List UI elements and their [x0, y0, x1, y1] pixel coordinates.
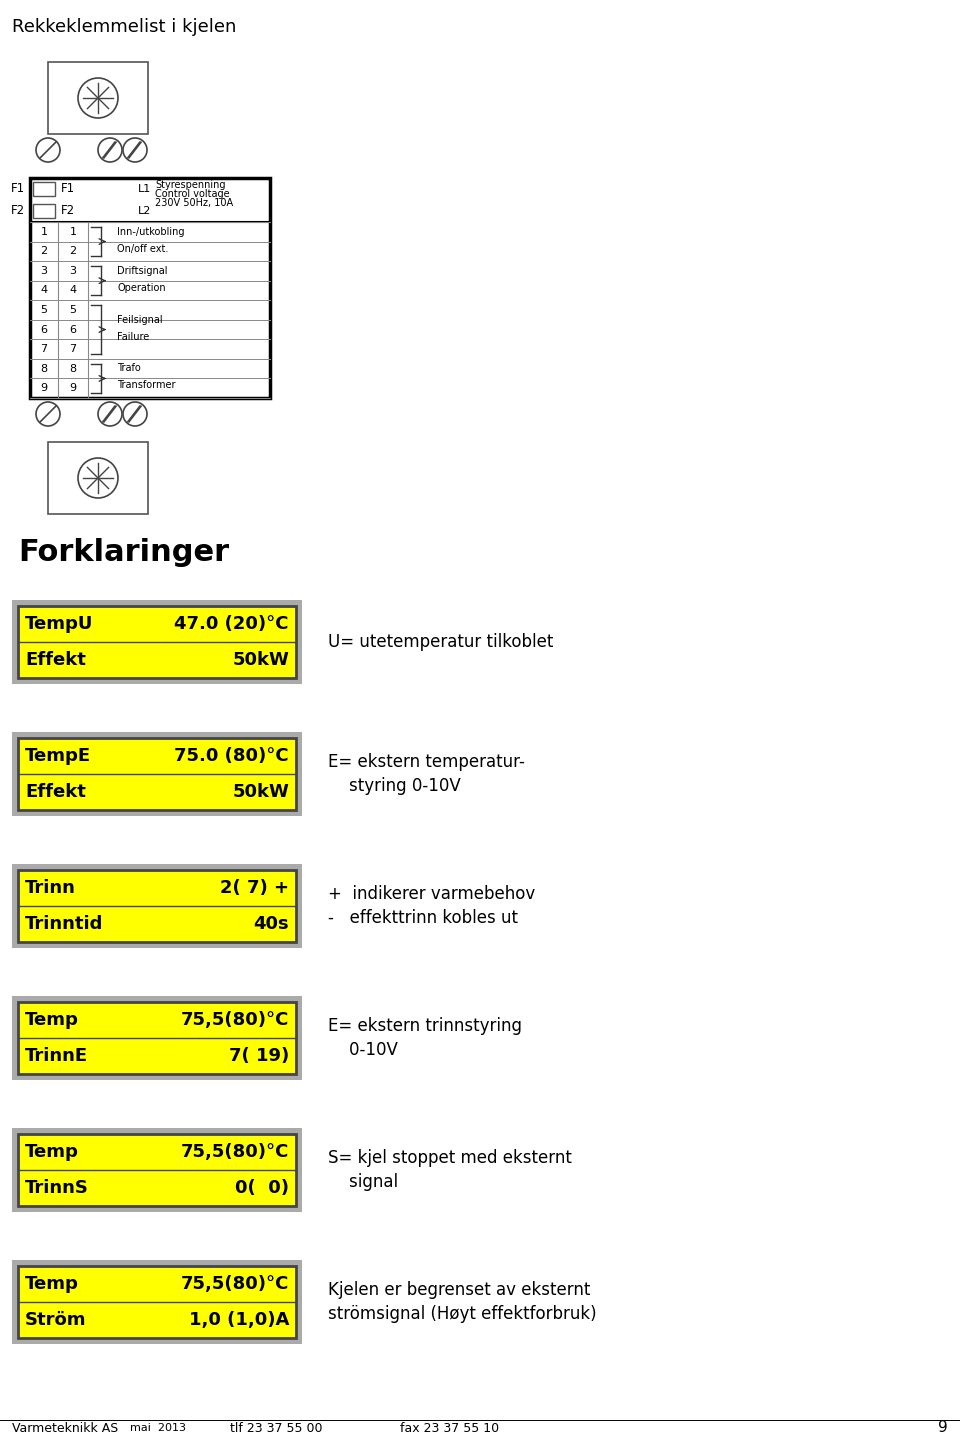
Text: F1: F1 [11, 182, 25, 195]
Text: Forklaringer: Forklaringer [18, 539, 229, 568]
Text: mai  2013: mai 2013 [130, 1423, 186, 1434]
Text: E= ekstern temperatur-
    styring 0-10V: E= ekstern temperatur- styring 0-10V [328, 753, 525, 795]
Text: Ström: Ström [25, 1310, 86, 1329]
Bar [12, 864, 302, 948]
Text: Temp: Temp [25, 1011, 79, 1030]
Text: Effekt: Effekt [25, 783, 85, 801]
Text: L2: L2 [138, 206, 152, 216]
Text: F2: F2 [61, 204, 75, 217]
Text: 9: 9 [69, 384, 77, 394]
Bar [12, 733, 302, 817]
Text: 2: 2 [40, 246, 48, 256]
Text: tlf 23 37 55 00: tlf 23 37 55 00 [230, 1422, 323, 1435]
Text: F1: F1 [61, 182, 75, 195]
Text: 7: 7 [69, 345, 77, 355]
Bar [18, 870, 296, 943]
Bar [18, 607, 296, 678]
Text: 4: 4 [69, 285, 77, 295]
Text: 8: 8 [40, 363, 48, 374]
Text: TrinnS: TrinnS [25, 1179, 89, 1197]
Bar [12, 1260, 302, 1344]
Text: F2: F2 [11, 204, 25, 217]
Text: On/off ext.: On/off ext. [117, 243, 168, 253]
Text: Driftsignal: Driftsignal [117, 265, 167, 275]
Text: fax 23 37 55 10: fax 23 37 55 10 [400, 1422, 499, 1435]
Text: 50kW: 50kW [232, 652, 289, 669]
Bar [12, 1128, 302, 1212]
Text: Control voltage: Control voltage [155, 190, 229, 198]
Text: 1: 1 [69, 227, 77, 237]
Text: +  indikerer varmebehov
-   effekttrinn kobles ut: + indikerer varmebehov - effekttrinn kob… [328, 885, 536, 927]
Text: Trinntid: Trinntid [25, 915, 104, 933]
Text: Feilsignal: Feilsignal [117, 314, 162, 324]
Text: Varmeteknikk AS: Varmeteknikk AS [12, 1422, 118, 1435]
Text: Operation: Operation [117, 282, 166, 292]
Text: 40s: 40s [253, 915, 289, 933]
Text: 230V 50Hz, 10A: 230V 50Hz, 10A [155, 198, 233, 209]
Text: 6: 6 [69, 324, 77, 334]
Text: 75,5(80)°C: 75,5(80)°C [180, 1276, 289, 1293]
Text: Temp: Temp [25, 1276, 79, 1293]
Text: Transformer: Transformer [117, 381, 176, 391]
Text: 2: 2 [69, 246, 77, 256]
Text: E= ekstern trinnstyring
    0-10V: E= ekstern trinnstyring 0-10V [328, 1016, 522, 1058]
Text: 2( 7) +: 2( 7) + [220, 879, 289, 896]
Text: 1: 1 [40, 227, 47, 237]
Bar [18, 1134, 296, 1206]
Text: Trafo: Trafo [117, 363, 141, 374]
Text: 4: 4 [40, 285, 48, 295]
Bar [18, 738, 296, 809]
Text: 6: 6 [40, 324, 47, 334]
Text: 0(  0): 0( 0) [235, 1179, 289, 1197]
Text: 47.0 (20)°C: 47.0 (20)°C [175, 615, 289, 633]
Bar [12, 599, 302, 683]
Bar [48, 62, 148, 135]
Text: Styrespenning: Styrespenning [155, 180, 226, 190]
Text: Rekkeklemmelist i kjelen: Rekkeklemmelist i kjelen [12, 17, 236, 36]
Text: 50kW: 50kW [232, 783, 289, 801]
Text: 7( 19): 7( 19) [228, 1047, 289, 1064]
Text: 75,5(80)°C: 75,5(80)°C [180, 1142, 289, 1161]
Text: Effekt: Effekt [25, 652, 85, 669]
Text: 3: 3 [40, 266, 47, 277]
Text: U= utetemperatur tilkoblet: U= utetemperatur tilkoblet [328, 633, 553, 652]
Text: 75,5(80)°C: 75,5(80)°C [180, 1011, 289, 1030]
Text: TempE: TempE [25, 747, 91, 765]
Bar [33, 182, 55, 195]
Bar [30, 178, 270, 398]
Text: 7: 7 [40, 345, 48, 355]
Text: Temp: Temp [25, 1142, 79, 1161]
Text: Inn-/utkobling: Inn-/utkobling [117, 226, 184, 236]
Text: 5: 5 [40, 306, 47, 316]
Text: 9: 9 [938, 1420, 948, 1435]
Text: 9: 9 [40, 384, 48, 394]
Text: 75.0 (80)°C: 75.0 (80)°C [175, 747, 289, 765]
Bar [18, 1266, 296, 1338]
Text: S= kjel stoppet med eksternt
    signal: S= kjel stoppet med eksternt signal [328, 1150, 572, 1190]
Text: L1: L1 [138, 184, 152, 194]
Bar [48, 442, 148, 514]
Text: TrinnE: TrinnE [25, 1047, 88, 1064]
Bar [12, 996, 302, 1080]
Text: 5: 5 [69, 306, 77, 316]
Bar [18, 1002, 296, 1074]
Text: Failure: Failure [117, 332, 149, 342]
Bar [33, 204, 55, 219]
Text: 1,0 (1,0)A: 1,0 (1,0)A [188, 1310, 289, 1329]
Text: Trinn: Trinn [25, 879, 76, 896]
Text: 3: 3 [69, 266, 77, 277]
Text: TempU: TempU [25, 615, 93, 633]
Text: Kjelen er begrenset av eksternt
strömsignal (Høyt effektforbruk): Kjelen er begrenset av eksternt strömsig… [328, 1281, 596, 1323]
Text: 8: 8 [69, 363, 77, 374]
